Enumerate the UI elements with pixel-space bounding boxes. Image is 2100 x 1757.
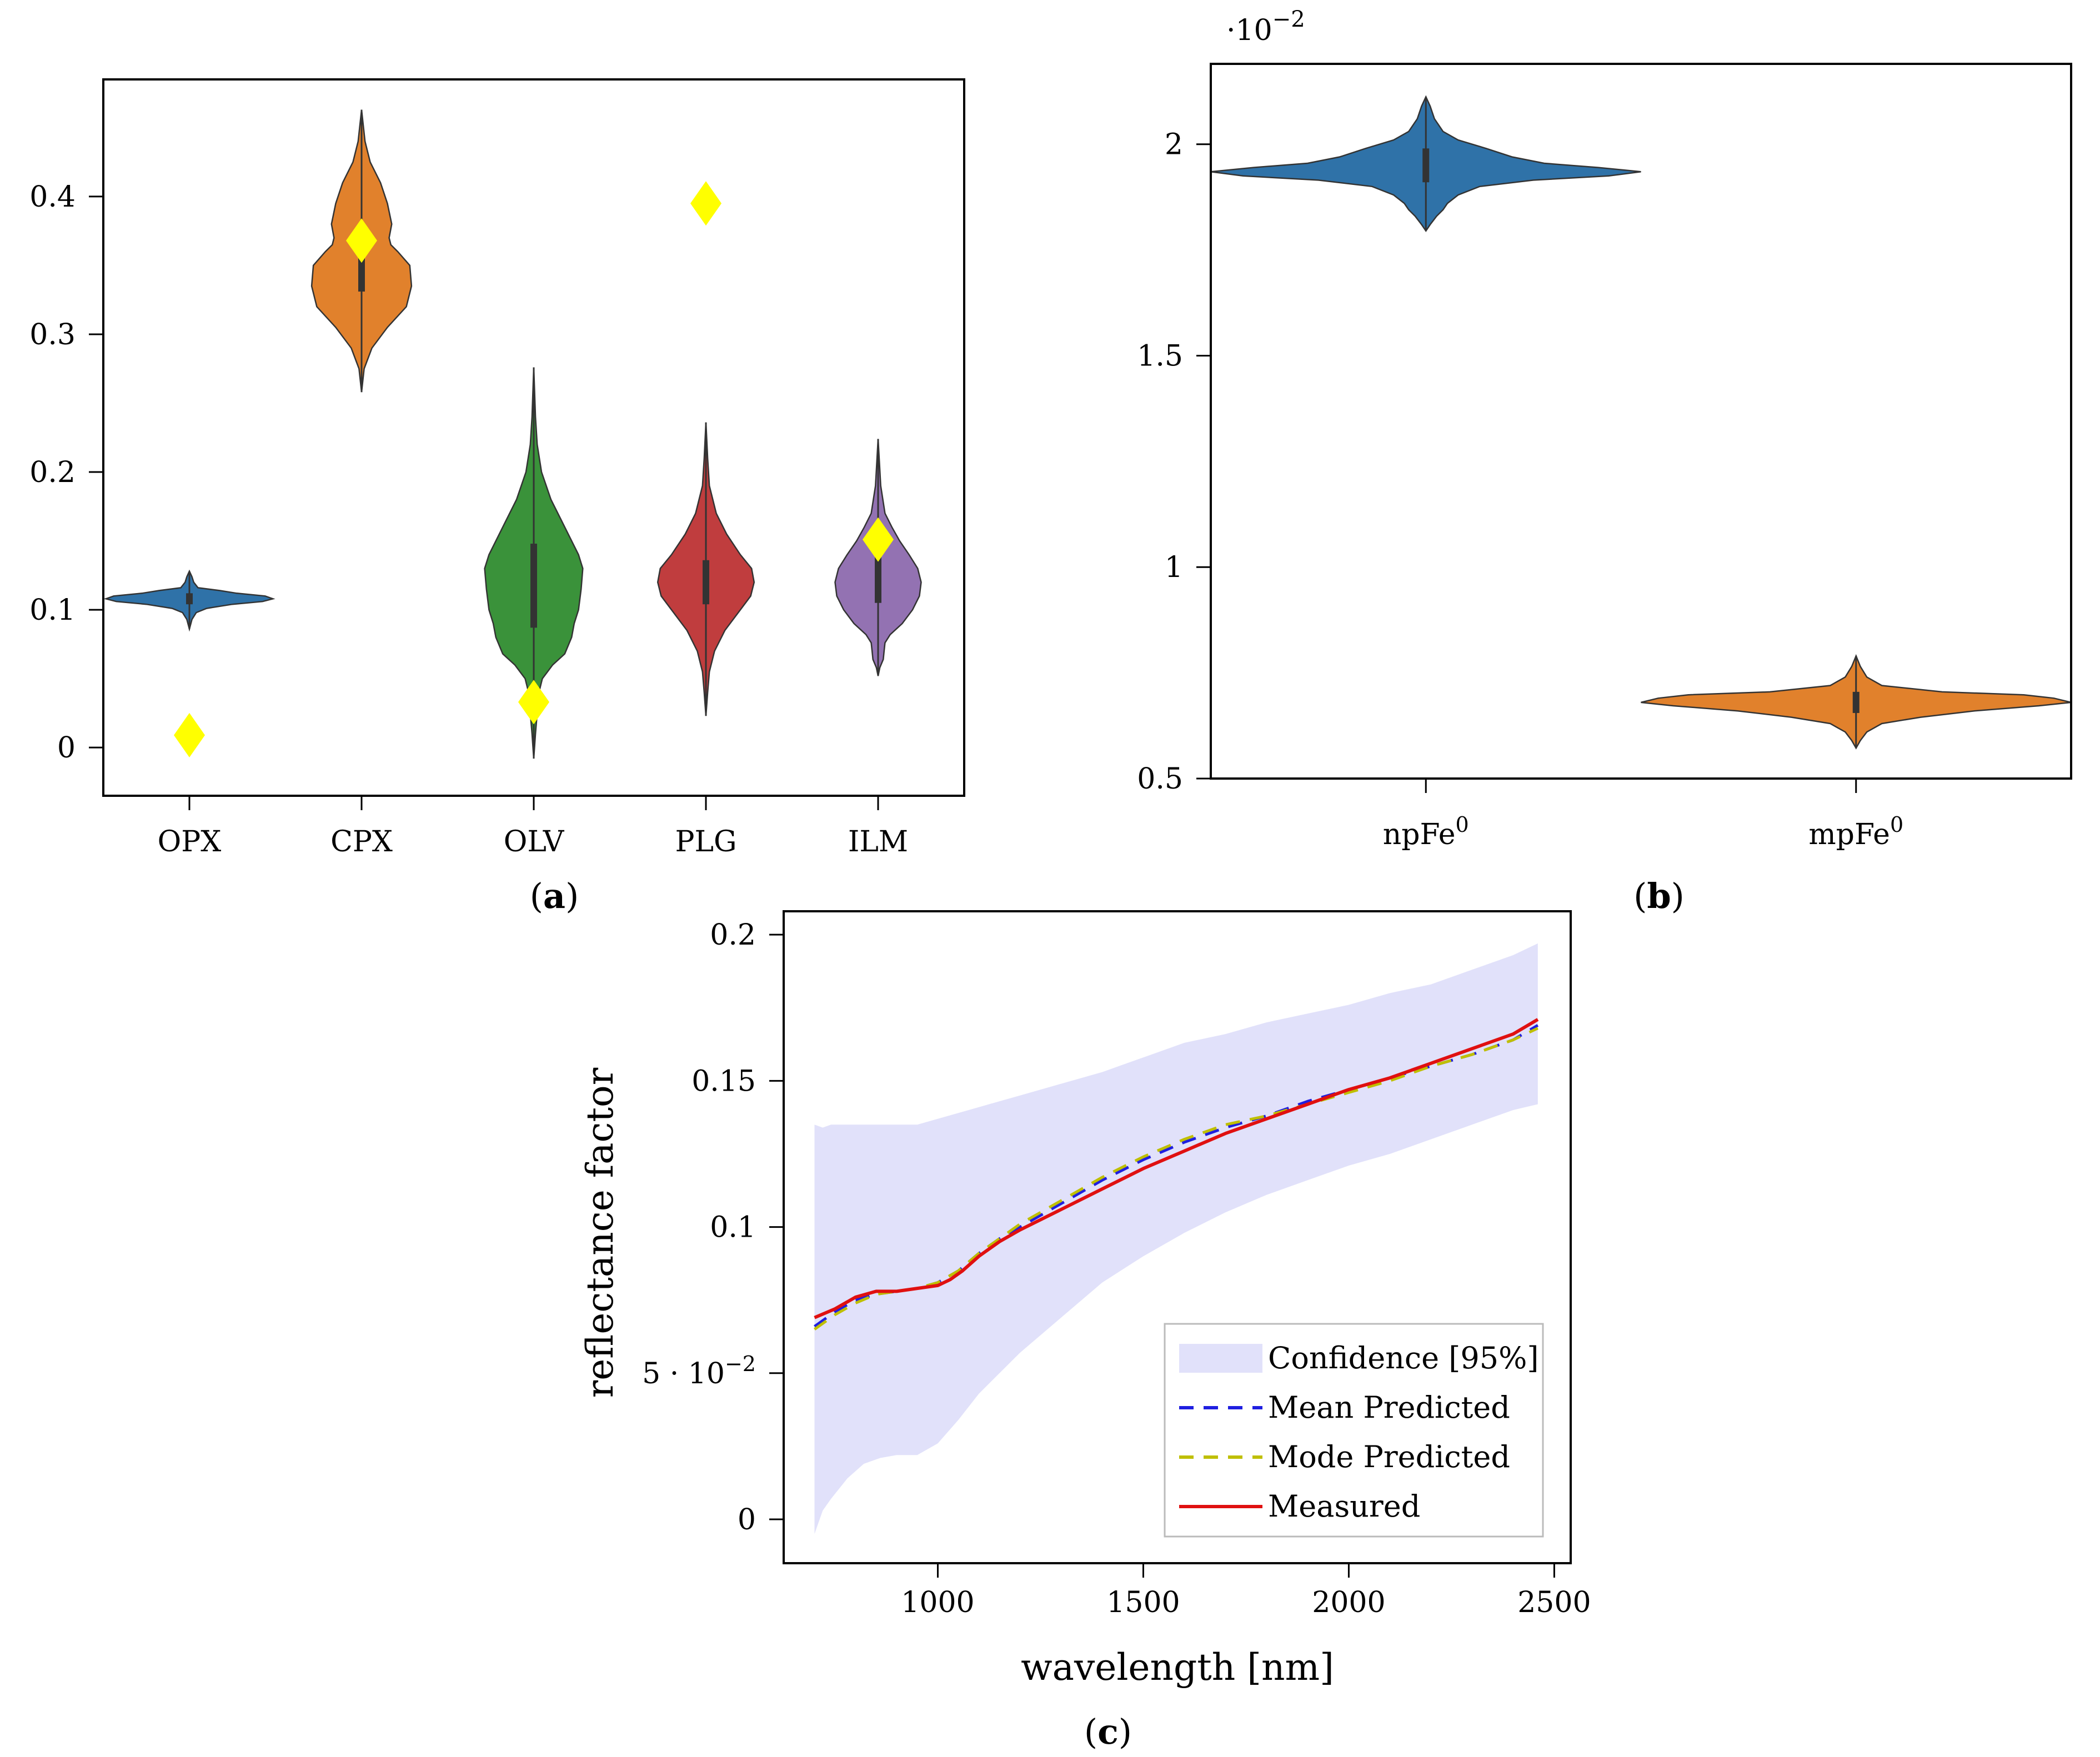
iqr-box-plg	[703, 560, 709, 605]
legend-label: Mean Predicted	[1268, 1390, 1510, 1425]
y-tick-label-c: 0.15	[691, 1065, 756, 1098]
plot-frame-c	[783, 910, 1572, 1564]
legend-label: Confidence [95%]	[1268, 1341, 1538, 1376]
legend-label: Mode Predicted	[1268, 1439, 1510, 1474]
scale-label-b: ·10−2	[1226, 7, 1305, 47]
axes-c: 1000 1500 2000 2500 0 5 · 10−2 0.1 0.15 0.2	[642, 918, 1591, 1619]
x-tick-label-c: 1500	[1106, 1586, 1180, 1619]
legend-swatch-band	[1179, 1344, 1262, 1373]
iqr-box-olv	[530, 544, 537, 628]
y-tick-label-b: 1.5	[1137, 339, 1183, 373]
marker-opx	[174, 712, 205, 757]
x-tick-label-a: OLV	[504, 825, 565, 859]
panel-c: 1000 1500 2000 2500 0 5 · 10−2 0.1 0.15 0.2 wave…	[579, 910, 1591, 1752]
x-tick-label-c: 2000	[1312, 1586, 1385, 1619]
legend-label: Measured	[1268, 1489, 1420, 1524]
axes-b: npFe0 mpFe0 0.5 1 1.5 2	[1137, 128, 1903, 851]
y-tick-label-a: 0.3	[29, 318, 76, 352]
y-tick-label-c: 5 · 10−2	[642, 1352, 756, 1390]
marker-plg	[690, 181, 721, 226]
y-tick-label-b: 1	[1165, 551, 1183, 584]
y-tick-label-a: 0.4	[29, 180, 76, 214]
series-measured	[814, 1018, 1539, 1319]
line-group-c	[814, 1018, 1539, 1331]
panel-label-a: (a)	[530, 876, 579, 916]
panel-a: OPX CPX OLV PLG ILM 0 0.1 0.2 0.3 0.4 (a)	[29, 78, 965, 916]
plot-frame-a	[102, 78, 965, 797]
y-tick-label-b: 2	[1165, 128, 1183, 162]
x-tick-label-c: 1000	[901, 1586, 974, 1619]
axes-a: OPX CPX OLV PLG ILM 0 0.1 0.2 0.3 0.4	[29, 180, 908, 859]
x-tick-label-a: CPX	[330, 825, 393, 859]
x-tick-label-a: PLG	[675, 825, 736, 859]
y-tick-label-c: 0.1	[710, 1211, 756, 1244]
y-tick-label-a: 0	[57, 731, 76, 765]
iqr-box-npfe	[1422, 148, 1430, 183]
marker-ilm	[863, 517, 894, 562]
violin-group-b	[1210, 95, 2072, 750]
y-tick-label-a: 0.2	[29, 456, 76, 489]
x-tick-label-a: ILM	[848, 825, 908, 859]
marker-olv	[518, 680, 549, 725]
x-tick-label-b: npFe0	[1383, 812, 1469, 851]
y-tick-label-c: 0.2	[710, 918, 756, 952]
x-axis-title-c: wavelength [nm]	[1021, 1646, 1334, 1689]
violin-group-a	[103, 109, 922, 759]
y-tick-label-c: 0	[738, 1503, 756, 1537]
x-tick-label-c: 2500	[1517, 1586, 1591, 1619]
panel-b: npFe0 mpFe0 0.5 1 1.5 2 ·10−2 (b)	[1137, 7, 2072, 916]
x-tick-label-a: OPX	[158, 825, 222, 859]
iqr-box-opx	[186, 593, 193, 605]
y-axis-title-c: reflectance factor	[579, 1067, 622, 1398]
panel-label-c: (c)	[1084, 1711, 1132, 1752]
panel-label-b: (b)	[1633, 876, 1685, 916]
x-tick-label-b: mpFe0	[1808, 812, 1903, 851]
y-tick-label-b: 0.5	[1137, 762, 1183, 796]
plot-frame-b	[1210, 63, 2072, 780]
y-tick-label-a: 0.1	[29, 594, 76, 627]
iqr-box-mpfe	[1852, 691, 1860, 713]
marker-cpx	[346, 218, 377, 263]
iqr-box-ilm	[875, 554, 881, 603]
series-mode-predicted	[814, 1027, 1538, 1331]
legend-c: Confidence [95%] Mean Predicted Mode Predi…	[1164, 1323, 1544, 1538]
marker-group-a	[174, 181, 894, 757]
